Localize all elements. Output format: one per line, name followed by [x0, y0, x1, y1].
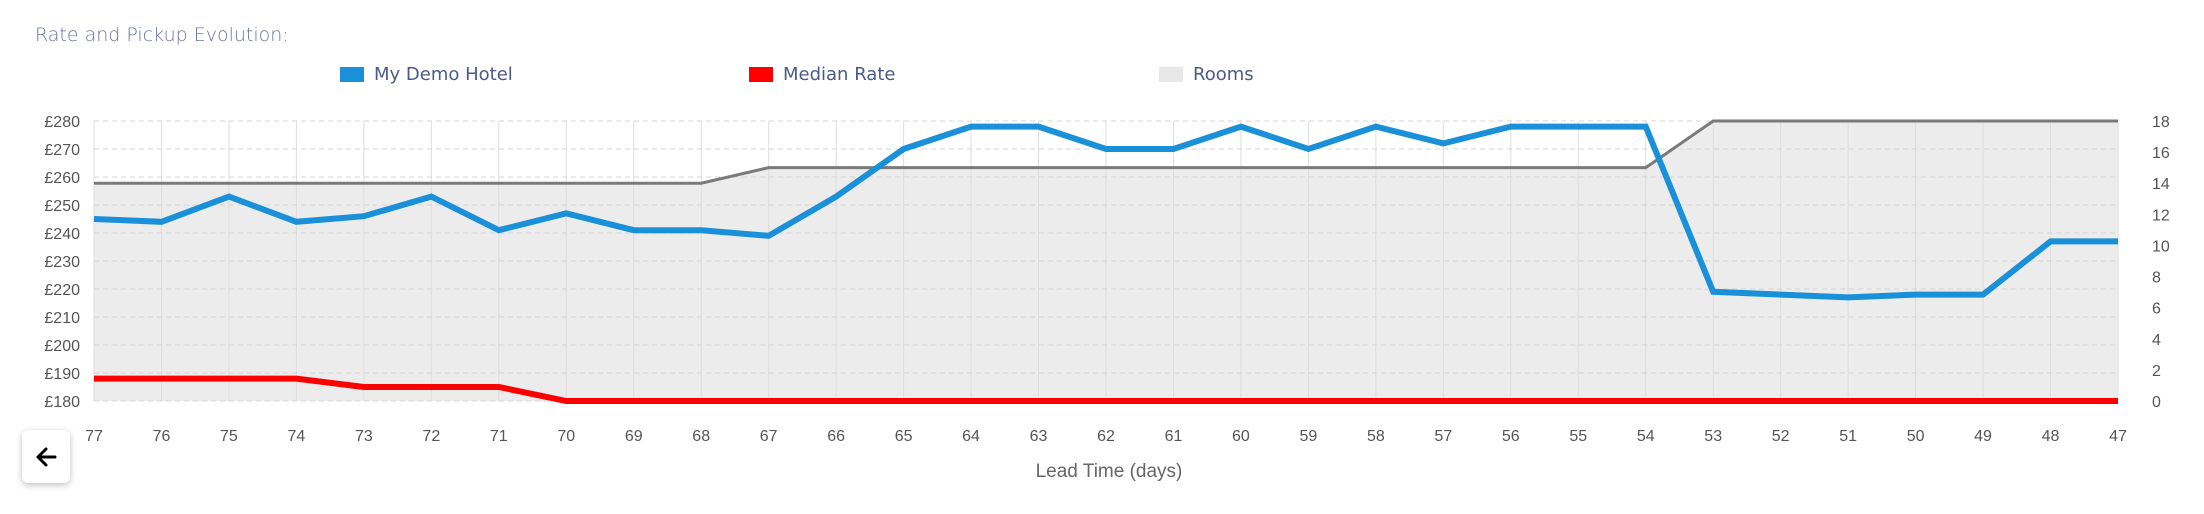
x-tick-label: 71: [490, 428, 508, 445]
legend-label: Rooms: [1193, 64, 1254, 85]
legend-swatch-red: [749, 67, 773, 82]
x-tick-label: 77: [85, 428, 103, 445]
series-line-my-demo-hotel: [93, 123, 2118, 301]
x-tick-label: 48: [2042, 428, 2060, 445]
x-tick-label: 74: [288, 428, 306, 445]
x-tick-label: 51: [1839, 428, 1857, 445]
chart-title: Rate and Pickup Evolution:: [35, 24, 289, 46]
y-left-tick-label: £260: [44, 170, 80, 187]
y-left-tick-label: £190: [44, 366, 80, 383]
y-right-tick-label: 0: [2152, 394, 2161, 411]
x-tick-label: 65: [895, 428, 913, 445]
y-right-tick-label: 18: [2152, 114, 2170, 131]
x-tick-label: 59: [1300, 428, 1318, 445]
x-tick-label: 69: [625, 428, 643, 445]
y-left-tick-label: £250: [44, 198, 80, 215]
arrow-left-icon: [36, 447, 57, 466]
y-right-tick-label: 4: [2152, 332, 2161, 349]
x-tick-label: 63: [1030, 428, 1048, 445]
x-tick-label: 66: [827, 428, 845, 445]
x-tick-label: 62: [1097, 428, 1115, 445]
x-tick-label: 47: [2109, 428, 2127, 445]
y-left-tick-label: £200: [44, 338, 80, 355]
x-tick-label: 73: [355, 428, 373, 445]
x-tick-label: 56: [1502, 428, 1520, 445]
x-tick-label: 50: [1907, 428, 1925, 445]
x-tick-label: 61: [1165, 428, 1183, 445]
y-right-tick-label: 6: [2152, 301, 2161, 318]
legend-label: My Demo Hotel: [374, 64, 513, 85]
x-tick-label: 64: [962, 428, 980, 445]
legend-item-rooms[interactable]: Rooms: [1159, 64, 1254, 85]
x-tick-label: 70: [557, 428, 575, 445]
legend-swatch-grey: [1159, 67, 1183, 82]
y-right-tick-label: 10: [2152, 238, 2170, 255]
series-line-median-rate: [94, 375, 2118, 404]
y-left-tick-label: £220: [44, 282, 80, 299]
x-tick-label: 55: [1569, 428, 1587, 445]
legend-label: Median Rate: [783, 64, 896, 85]
legend-item-my-demo-hotel[interactable]: My Demo Hotel: [340, 64, 513, 85]
y-left-tick-label: £240: [44, 226, 80, 243]
y-left-tick-label: £270: [44, 142, 80, 159]
x-tick-label: 72: [422, 428, 440, 445]
y-left-tick-label: £280: [44, 114, 80, 131]
y-right-tick-label: 16: [2152, 145, 2170, 162]
x-tick-label: 57: [1434, 428, 1452, 445]
y-right-tick-label: 12: [2152, 207, 2170, 224]
x-tick-label: 49: [1974, 428, 1992, 445]
x-tick-label: 67: [760, 428, 778, 445]
x-tick-label: 76: [153, 428, 171, 445]
y-left-tick-label: £230: [44, 254, 80, 271]
x-tick-label: 58: [1367, 428, 1385, 445]
x-tick-label: 68: [692, 428, 710, 445]
y-right-tick-label: 14: [2152, 176, 2170, 193]
x-tick-label: 53: [1704, 428, 1722, 445]
legend-item-median-rate[interactable]: Median Rate: [749, 64, 895, 85]
back-button[interactable]: [22, 430, 70, 483]
y-left-tick-label: £210: [44, 310, 80, 327]
y-right-tick-label: 8: [2152, 270, 2161, 287]
legend-swatch-blue: [340, 67, 364, 82]
rooms-line: [94, 119, 2118, 185]
x-tick-label: 75: [220, 428, 238, 445]
x-axis-title: Lead Time (days): [1036, 461, 1183, 482]
y-right-tick-label: 2: [2152, 363, 2161, 380]
x-tick-label: 52: [1772, 428, 1790, 445]
x-tick-label: 54: [1637, 428, 1655, 445]
y-left-tick-label: £180: [44, 394, 80, 411]
x-tick-label: 60: [1232, 428, 1250, 445]
